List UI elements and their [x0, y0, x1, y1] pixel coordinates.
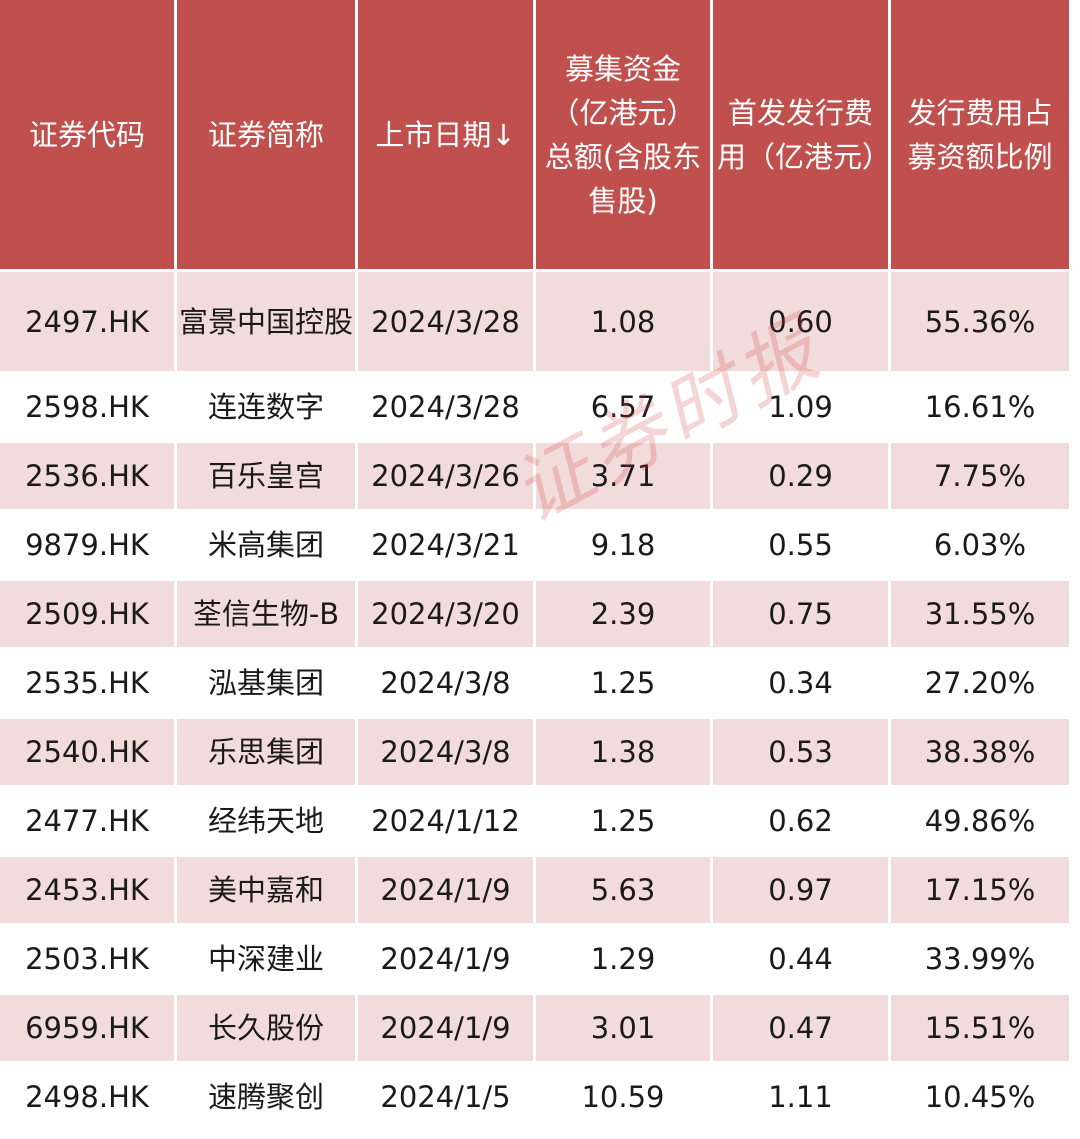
cell-amount: 6.57	[536, 374, 710, 440]
cell-fee: 0.34	[713, 650, 888, 716]
cell-fee: 0.29	[713, 443, 888, 509]
cell-code: 2498.HK	[0, 1064, 174, 1130]
cell-amount: 5.63	[536, 857, 710, 923]
table-body: 2497.HK 富景中国控股 2024/3/28 1.08 0.60 55.36% 2598…	[0, 272, 1069, 1130]
table-row: 2536.HK 百乐皇宫 2024/3/26 3.71 0.29 7.75%	[0, 443, 1069, 509]
cell-code: 2540.HK	[0, 719, 174, 785]
cell-date: 2024/3/26	[358, 443, 533, 509]
cell-fee: 0.44	[713, 926, 888, 992]
cell-date: 2024/1/9	[358, 857, 533, 923]
cell-ratio: 16.61%	[891, 374, 1069, 440]
cell-fee: 1.11	[713, 1064, 888, 1130]
cell-date: 2024/3/21	[358, 512, 533, 578]
cell-name: 百乐皇宫	[177, 443, 355, 509]
cell-ratio: 15.51%	[891, 995, 1069, 1061]
cell-code: 2477.HK	[0, 788, 174, 854]
cell-name: 中深建业	[177, 926, 355, 992]
header-issuance-fee[interactable]: 首发发行费用（亿港元）	[713, 0, 891, 269]
cell-amount: 1.25	[536, 788, 710, 854]
cell-date: 2024/3/8	[358, 650, 533, 716]
cell-name: 米高集团	[177, 512, 355, 578]
table-row: 2477.HK 经纬天地 2024/1/12 1.25 0.62 49.86%	[0, 788, 1069, 854]
cell-code: 2535.HK	[0, 650, 174, 716]
table-row: 2540.HK 乐思集团 2024/3/8 1.38 0.53 38.38%	[0, 719, 1069, 785]
table-row: 2598.HK 连连数字 2024/3/28 6.57 1.09 16.61%	[0, 374, 1069, 440]
cell-fee: 0.97	[713, 857, 888, 923]
cell-date: 2024/1/9	[358, 995, 533, 1061]
cell-code: 2598.HK	[0, 374, 174, 440]
cell-name: 荃信生物-B	[177, 581, 355, 647]
header-row: 证券代码 证券简称 上市日期↓ 募集资金（亿港元）总额(含股东售股) 首发发行费…	[0, 0, 1069, 269]
cell-code: 2536.HK	[0, 443, 174, 509]
cell-fee: 0.75	[713, 581, 888, 647]
cell-date: 2024/3/20	[358, 581, 533, 647]
cell-fee: 0.47	[713, 995, 888, 1061]
cell-amount: 3.71	[536, 443, 710, 509]
cell-name: 连连数字	[177, 374, 355, 440]
header-security-name[interactable]: 证券简称	[177, 0, 355, 269]
header-funds-raised[interactable]: 募集资金（亿港元）总额(含股东售股)	[536, 0, 710, 269]
cell-date: 2024/1/9	[358, 926, 533, 992]
cell-name: 泓基集团	[177, 650, 355, 716]
cell-amount: 1.38	[536, 719, 710, 785]
cell-name: 乐思集团	[177, 719, 355, 785]
table-row: 2497.HK 富景中国控股 2024/3/28 1.08 0.60 55.36%	[0, 272, 1069, 371]
cell-name: 经纬天地	[177, 788, 355, 854]
cell-code: 2497.HK	[0, 272, 174, 371]
cell-amount: 10.59	[536, 1064, 710, 1130]
cell-code: 2509.HK	[0, 581, 174, 647]
cell-amount: 2.39	[536, 581, 710, 647]
cell-date: 2024/3/28	[358, 272, 533, 371]
cell-amount: 1.08	[536, 272, 710, 371]
header-fee-ratio[interactable]: 发行费用占募资额比例	[891, 0, 1069, 269]
cell-ratio: 27.20%	[891, 650, 1069, 716]
cell-ratio: 38.38%	[891, 719, 1069, 785]
cell-ratio: 10.45%	[891, 1064, 1069, 1130]
table-row: 6959.HK 长久股份 2024/1/9 3.01 0.47 15.51%	[0, 995, 1069, 1061]
cell-date: 2024/1/12	[358, 788, 533, 854]
table-row: 9879.HK 米高集团 2024/3/21 9.18 0.55 6.03%	[0, 512, 1069, 578]
cell-date: 2024/1/5	[358, 1064, 533, 1130]
cell-ratio: 17.15%	[891, 857, 1069, 923]
cell-name: 长久股份	[177, 995, 355, 1061]
table-row: 2503.HK 中深建业 2024/1/9 1.29 0.44 33.99%	[0, 926, 1069, 992]
header-listing-date[interactable]: 上市日期↓	[358, 0, 533, 269]
cell-fee: 0.55	[713, 512, 888, 578]
cell-fee: 0.62	[713, 788, 888, 854]
table-row: 2498.HK 速腾聚创 2024/1/5 10.59 1.11 10.45%	[0, 1064, 1069, 1130]
cell-fee: 0.53	[713, 719, 888, 785]
cell-date: 2024/3/8	[358, 719, 533, 785]
cell-amount: 1.25	[536, 650, 710, 716]
cell-ratio: 6.03%	[891, 512, 1069, 578]
cell-fee: 0.60	[713, 272, 888, 371]
cell-amount: 9.18	[536, 512, 710, 578]
cell-amount: 3.01	[536, 995, 710, 1061]
table-row: 2509.HK 荃信生物-B 2024/3/20 2.39 0.75 31.55%	[0, 581, 1069, 647]
cell-name: 速腾聚创	[177, 1064, 355, 1130]
table-header: 证券代码 证券简称 上市日期↓ 募集资金（亿港元）总额(含股东售股) 首发发行费…	[0, 0, 1069, 269]
table-row: 2453.HK 美中嘉和 2024/1/9 5.63 0.97 17.15%	[0, 857, 1069, 923]
header-security-code[interactable]: 证券代码	[0, 0, 174, 269]
table-row: 2535.HK 泓基集团 2024/3/8 1.25 0.34 27.20%	[0, 650, 1069, 716]
cell-amount: 1.29	[536, 926, 710, 992]
cell-code: 6959.HK	[0, 995, 174, 1061]
cell-fee: 1.09	[713, 374, 888, 440]
cell-code: 2503.HK	[0, 926, 174, 992]
cell-name: 富景中国控股	[177, 272, 355, 371]
cell-ratio: 7.75%	[891, 443, 1069, 509]
cell-code: 2453.HK	[0, 857, 174, 923]
cell-ratio: 55.36%	[891, 272, 1069, 371]
cell-ratio: 49.86%	[891, 788, 1069, 854]
cell-ratio: 33.99%	[891, 926, 1069, 992]
cell-date: 2024/3/28	[358, 374, 533, 440]
cell-name: 美中嘉和	[177, 857, 355, 923]
cell-code: 9879.HK	[0, 512, 174, 578]
cell-ratio: 31.55%	[891, 581, 1069, 647]
